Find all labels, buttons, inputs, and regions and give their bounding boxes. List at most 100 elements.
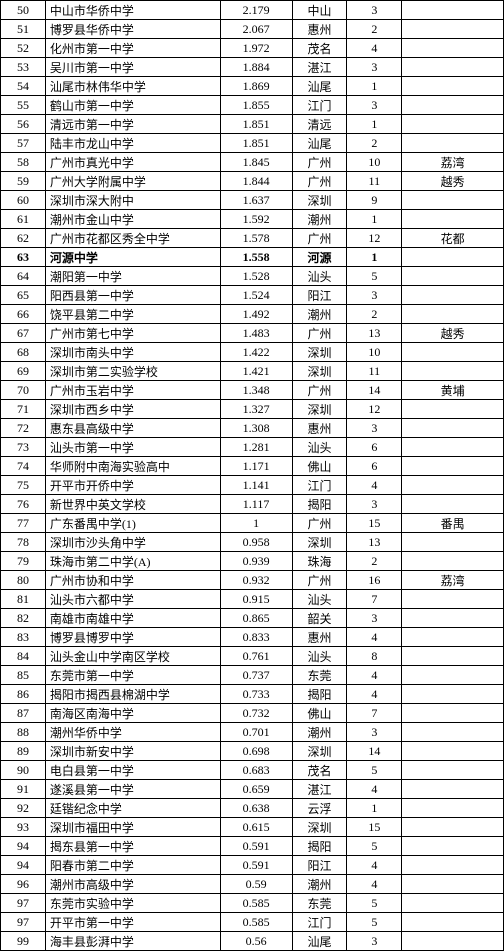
cell-district: 荔湾 [402, 571, 504, 590]
table-row: 80广州市协和中学0.932广州16荔湾 [1, 571, 504, 590]
cell-school: 广州市第七中学 [45, 324, 220, 343]
cell-score: 0.683 [220, 761, 292, 780]
cell-rank: 62 [1, 229, 46, 248]
cell-rank: 75 [1, 476, 46, 495]
cell-count: 7 [347, 704, 402, 723]
cell-school: 深圳市西乡中学 [45, 400, 220, 419]
cell-district [402, 875, 504, 894]
cell-school: 深圳市沙头角中学 [45, 533, 220, 552]
cell-rank: 73 [1, 438, 46, 457]
table-row: 61潮州市金山中学1.592潮州1 [1, 210, 504, 229]
cell-rank: 56 [1, 115, 46, 134]
cell-city: 潮州 [292, 723, 347, 742]
cell-city: 深圳 [292, 362, 347, 381]
cell-school: 珠海市第二中学(A) [45, 552, 220, 571]
cell-score: 0.732 [220, 704, 292, 723]
cell-count: 12 [347, 400, 402, 419]
cell-school: 清远市第一中学 [45, 115, 220, 134]
cell-district [402, 305, 504, 324]
cell-score: 0.865 [220, 609, 292, 628]
cell-city: 阳江 [292, 856, 347, 875]
cell-count: 1 [347, 248, 402, 267]
cell-school: 潮州华侨中学 [45, 723, 220, 742]
cell-score: 0.638 [220, 799, 292, 818]
cell-count: 10 [347, 343, 402, 362]
cell-rank: 76 [1, 495, 46, 514]
cell-city: 潮州 [292, 305, 347, 324]
cell-rank: 53 [1, 58, 46, 77]
cell-rank: 64 [1, 267, 46, 286]
cell-rank: 69 [1, 362, 46, 381]
cell-school: 廷锴纪念中学 [45, 799, 220, 818]
cell-count: 4 [347, 685, 402, 704]
cell-score: 1.637 [220, 191, 292, 210]
cell-score: 0.939 [220, 552, 292, 571]
cell-count: 15 [347, 514, 402, 533]
table-row: 60深圳市深大附中1.637深圳9 [1, 191, 504, 210]
cell-school: 河源中学 [45, 248, 220, 267]
cell-city: 汕尾 [292, 77, 347, 96]
cell-district [402, 837, 504, 856]
cell-city: 江门 [292, 476, 347, 495]
cell-score: 0.698 [220, 742, 292, 761]
table-row: 91遂溪县第一中学0.659湛江4 [1, 780, 504, 799]
cell-count: 3 [347, 495, 402, 514]
cell-city: 汕头 [292, 590, 347, 609]
cell-school: 电白县第一中学 [45, 761, 220, 780]
cell-city: 韶关 [292, 609, 347, 628]
cell-rank: 78 [1, 533, 46, 552]
cell-district [402, 115, 504, 134]
cell-rank: 93 [1, 818, 46, 837]
cell-city: 深圳 [292, 400, 347, 419]
cell-score: 1.422 [220, 343, 292, 362]
cell-district [402, 248, 504, 267]
table-row: 56清远市第一中学1.851清远1 [1, 115, 504, 134]
table-row: 72惠东县高级中学1.308惠州3 [1, 419, 504, 438]
cell-rank: 60 [1, 191, 46, 210]
cell-city: 东莞 [292, 894, 347, 913]
cell-rank: 52 [1, 39, 46, 58]
table-row: 81汕头市六都中学0.915汕头7 [1, 590, 504, 609]
cell-city: 揭阳 [292, 685, 347, 704]
table-row: 71深圳市西乡中学1.327深圳12 [1, 400, 504, 419]
cell-rank: 87 [1, 704, 46, 723]
table-row: 78深圳市沙头角中学0.958深圳13 [1, 533, 504, 552]
table-row: 69深圳市第二实验学校1.421深圳11 [1, 362, 504, 381]
table-row: 88潮州华侨中学0.701潮州3 [1, 723, 504, 742]
cell-count: 5 [347, 761, 402, 780]
table-row: 76新世界中英文学校1.117揭阳3 [1, 495, 504, 514]
cell-score: 1.855 [220, 96, 292, 115]
cell-city: 深圳 [292, 191, 347, 210]
cell-rank: 91 [1, 780, 46, 799]
cell-district [402, 799, 504, 818]
cell-count: 3 [347, 609, 402, 628]
cell-rank: 54 [1, 77, 46, 96]
cell-city: 潮州 [292, 875, 347, 894]
cell-district [402, 856, 504, 875]
cell-count: 3 [347, 932, 402, 951]
table-row: 52化州市第一中学1.972茂名4 [1, 39, 504, 58]
cell-district: 黄埔 [402, 381, 504, 400]
cell-school: 海丰县彭湃中学 [45, 932, 220, 951]
cell-city: 佛山 [292, 704, 347, 723]
cell-rank: 97 [1, 913, 46, 932]
table-row: 87南海区南海中学0.732佛山7 [1, 704, 504, 723]
cell-rank: 85 [1, 666, 46, 685]
cell-city: 阳江 [292, 286, 347, 305]
table-row: 89深圳市新安中学0.698深圳14 [1, 742, 504, 761]
cell-school: 揭阳市揭西县棉湖中学 [45, 685, 220, 704]
cell-school: 汕尾市林伟华中学 [45, 77, 220, 96]
cell-count: 5 [347, 267, 402, 286]
cell-rank: 79 [1, 552, 46, 571]
table-row: 64潮阳第一中学1.528汕头5 [1, 267, 504, 286]
cell-score: 1.281 [220, 438, 292, 457]
cell-school: 东莞市实验中学 [45, 894, 220, 913]
cell-district [402, 647, 504, 666]
cell-rank: 92 [1, 799, 46, 818]
table-row: 94揭东县第一中学0.591揭阳5 [1, 837, 504, 856]
cell-rank: 96 [1, 875, 46, 894]
table-row: 84汕头金山中学南区学校0.761汕头8 [1, 647, 504, 666]
table-row: 70广州市玉岩中学1.348广州14黄埔 [1, 381, 504, 400]
table-row: 62广州市花都区秀全中学1.578广州12花都 [1, 229, 504, 248]
cell-school: 新世界中英文学校 [45, 495, 220, 514]
